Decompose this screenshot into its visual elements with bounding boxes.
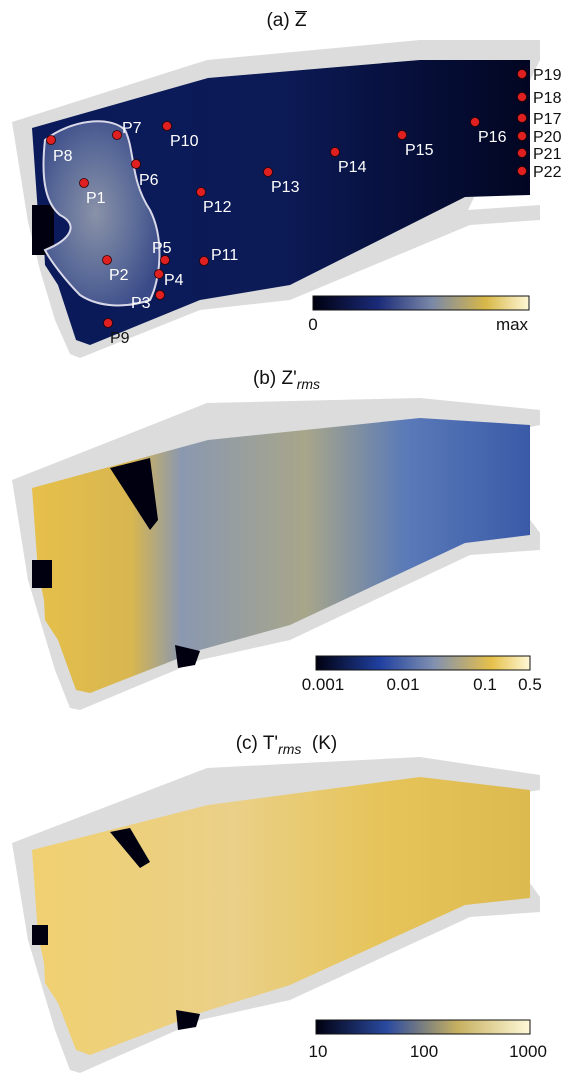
probe-label-p3: P3 (131, 295, 151, 312)
colorbar-b-tick-4: 0.5 (518, 675, 542, 694)
probe-label-p11: P11 (211, 247, 238, 264)
probe-p20 (517, 131, 527, 141)
probe-p4 (154, 269, 164, 279)
colorbar-b-tick-2: 0.01 (386, 675, 419, 694)
probe-p15 (397, 130, 407, 140)
colorbar-c-tick-100: 100 (410, 1042, 438, 1061)
probe-label-p18: P18 (533, 90, 562, 107)
probe-p13 (263, 167, 273, 177)
panel-a-symbol: Z (294, 10, 307, 31)
probe-p14 (330, 147, 340, 157)
probe-label-p2: P2 (109, 267, 129, 284)
panel-b-prefix: (b) (252, 368, 282, 389)
probe-p18 (517, 92, 527, 102)
probe-label-p21: P21 (533, 146, 562, 163)
probe-label-p16: P16 (478, 129, 507, 146)
panel-b-subscript: rms (296, 375, 321, 392)
probe-label-p12: P12 (203, 199, 232, 216)
panel-c-symbol: T' (262, 733, 279, 754)
colorbar-a-tick-0: 0 (308, 315, 317, 334)
probe-label-p9: P9 (110, 330, 130, 347)
dark-wedge-lower-c (176, 1010, 200, 1030)
dark-wedge-upper-b (110, 458, 158, 530)
probe-p5 (160, 255, 170, 265)
colorbar-b (315, 655, 531, 671)
colorbar-b-tick-3: 0.1 (473, 675, 497, 694)
panel-b-figure: 0.001 0.01 0.1 0.5 (12, 398, 542, 710)
probe-p10 (162, 121, 172, 131)
probe-p9 (103, 318, 113, 328)
probe-label-p4: P4 (164, 272, 184, 289)
colorbar-a-tick-max: max (496, 315, 529, 334)
panel-a-figure: P1 P2 P3 P4 P5 P6 P7 P8 P9 P10 P11 P12 P… (12, 40, 562, 358)
panel-c-prefix: (c) (235, 733, 263, 754)
probe-label-p19: P19 (533, 67, 562, 84)
probe-p11 (199, 256, 209, 266)
panel-a-prefix: (a) (266, 10, 295, 31)
probe-p12 (196, 187, 206, 197)
colorbar-b-tick-1: 0.001 (302, 675, 345, 694)
colorbar-c-tick-10: 10 (309, 1042, 328, 1061)
probe-label-p1: P1 (86, 190, 106, 207)
panel-c-title: (c) T'rms (K) (0, 733, 573, 757)
panel-a-title: (a) Z (0, 10, 573, 32)
probe-label-p5: P5 (152, 240, 172, 257)
probe-label-p17: P17 (533, 111, 562, 128)
probe-label-p6: P6 (139, 172, 159, 189)
probe-p8 (46, 135, 56, 145)
probe-p19 (517, 69, 527, 79)
panel-c-figure: 10 100 1000 (12, 757, 547, 1073)
probe-p3 (155, 290, 165, 300)
colorbar-c-tick-1000: 1000 (509, 1042, 547, 1061)
panel-b-symbol: Z' (281, 368, 297, 389)
probe-label-p15: P15 (405, 142, 434, 159)
probe-p2 (102, 255, 112, 265)
probe-p17 (517, 113, 527, 123)
probe-label-p10: P10 (170, 133, 199, 150)
probe-label-p22: P22 (533, 164, 562, 181)
panel-c-unit: (K) (301, 733, 338, 754)
probe-p1 (79, 178, 89, 188)
flow-domain-c (32, 777, 530, 1055)
probe-label-p13: P13 (271, 179, 300, 196)
probe-label-p14: P14 (338, 159, 367, 176)
recirculation-zone-a (42, 120, 161, 307)
probe-markers (46, 69, 527, 328)
probe-label-p8: P8 (53, 148, 73, 165)
probe-p21 (517, 148, 527, 158)
probe-p7 (112, 130, 122, 140)
dark-wedge-upper-c (110, 828, 150, 868)
probe-p22 (517, 166, 527, 176)
colorbar-c (315, 1019, 531, 1035)
probe-label-p20: P20 (533, 129, 562, 146)
probe-labels: P1 P2 P3 P4 P5 P6 P7 P8 P9 P10 P11 P12 P… (53, 67, 562, 347)
colorbar-a (312, 295, 530, 311)
flow-domain-b (32, 418, 530, 693)
probe-p16 (470, 117, 480, 127)
probe-p6 (131, 159, 141, 169)
dark-wedge-lower-b (175, 645, 200, 668)
panel-b-title: (b) Z'rms (0, 368, 573, 392)
probe-label-p7: P7 (122, 120, 142, 137)
panel-c-subscript: rms (278, 740, 302, 757)
